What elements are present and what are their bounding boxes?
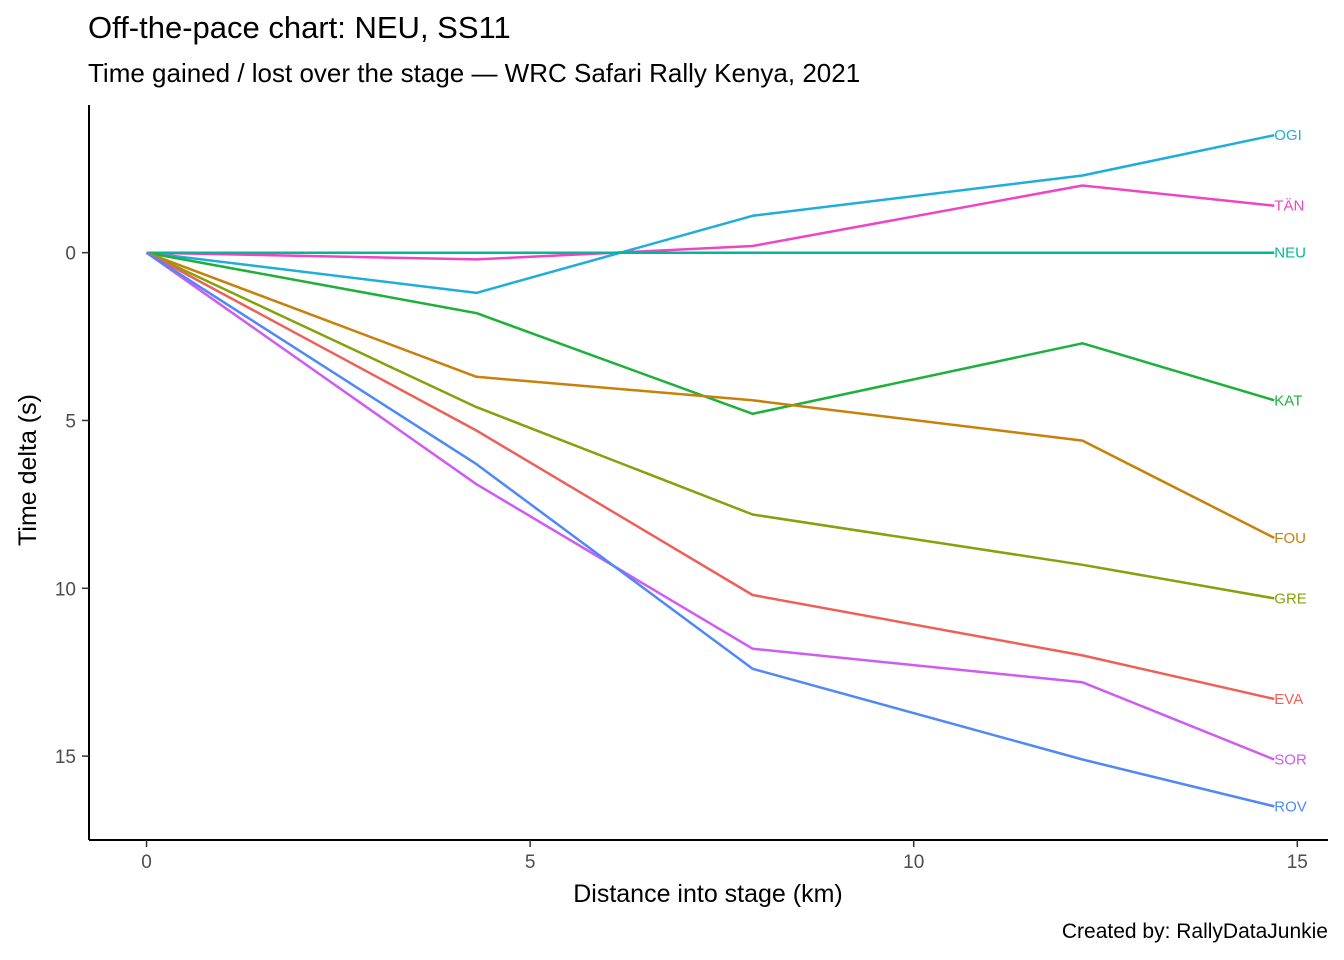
- y-tick-label: 10: [55, 579, 76, 600]
- series-line-gre: [145, 251, 1275, 600]
- chart-subtitle: Time gained / lost over the stage — WRC …: [88, 58, 861, 88]
- y-tick-label: 15: [55, 747, 76, 768]
- series-label-fou: FOU: [1274, 530, 1306, 547]
- series-label-eva: EVA: [1274, 691, 1303, 708]
- y-tick-label: 5: [65, 411, 76, 432]
- series-line-sor: [145, 251, 1275, 761]
- series-line-ogi: [146, 133, 1275, 295]
- series-label-tän: TÄN: [1274, 198, 1304, 215]
- series-label-kat: KAT: [1274, 392, 1302, 409]
- chart-title: Off-the-pace chart: NEU, SS11: [88, 10, 511, 45]
- series-line-tän: [146, 184, 1275, 261]
- chart-caption: Created by: RallyDataJunkie: [1061, 920, 1328, 943]
- x-axis-title: Distance into stage (km): [573, 880, 843, 908]
- series-label-gre: GRE: [1274, 590, 1307, 607]
- series-line-fou: [146, 251, 1275, 540]
- tick-layer: 0 5 10 15 0 5 10 15: [55, 244, 1308, 873]
- series-line-rov: [145, 251, 1275, 808]
- y-axis-title: Time delta (s): [14, 394, 42, 546]
- x-tick-label: 0: [141, 852, 152, 873]
- series-line-kat: [146, 251, 1275, 416]
- series-label-neu: NEU: [1274, 245, 1306, 262]
- x-tick-label: 15: [1287, 852, 1308, 873]
- series-layer: OGI TÄN NEU KAT FOU GRE EVA SOR ROV: [145, 127, 1307, 815]
- x-tick-label: 5: [525, 852, 536, 873]
- x-tick-label: 10: [903, 852, 924, 873]
- series-line-eva: [145, 251, 1275, 701]
- y-tick-label: 0: [65, 244, 76, 265]
- series-label-rov: ROV: [1274, 798, 1307, 815]
- series-label-sor: SOR: [1274, 751, 1307, 768]
- series-label-ogi: OGI: [1274, 127, 1302, 144]
